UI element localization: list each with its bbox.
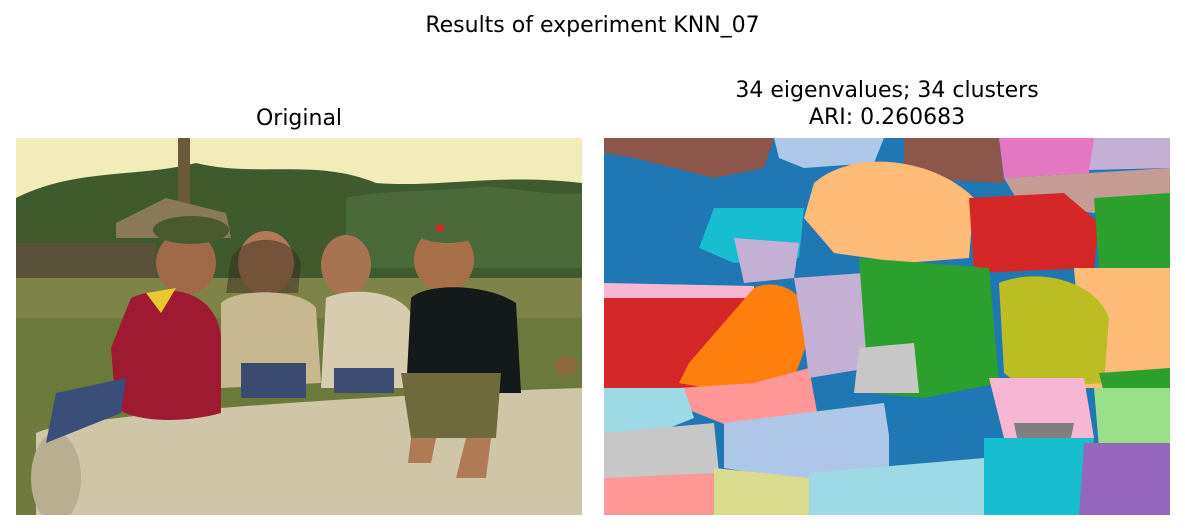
child2-hair [226, 239, 301, 293]
segment-light-gray-center [854, 343, 919, 393]
segment-red-right [969, 193, 1099, 273]
child1-jacket [111, 290, 221, 420]
child4-cap-star [436, 224, 444, 232]
dog [554, 356, 578, 376]
segment-pink-lower [679, 368, 819, 428]
segment-pink-bottom-left [604, 473, 719, 515]
segment-light-blue-bottom [724, 403, 894, 483]
segmentation-map [604, 138, 1170, 515]
figure-suptitle: Results of experiment KNN_07 [425, 13, 760, 38]
segment-olive [999, 276, 1109, 388]
child3-shirt [321, 291, 411, 388]
child1-collar [146, 288, 176, 313]
child3-face [321, 235, 371, 295]
child1-legs [46, 378, 126, 443]
segment-purple-bottom [1079, 443, 1170, 515]
segmentation-image [604, 138, 1170, 515]
segment-orange-jacket [679, 284, 810, 393]
original-photo-illustration [16, 138, 582, 515]
segment-light-pink-strip [604, 283, 754, 298]
segment-lavender-top [1089, 138, 1170, 170]
child4-cap [412, 213, 484, 243]
segment-blue-lower [889, 403, 989, 468]
segment-light-green [1094, 388, 1170, 448]
child4-jacket [406, 287, 521, 393]
segment-magenta [999, 138, 1094, 178]
segmentation-title-line1: 34 eigenvalues; 34 clusters [735, 78, 1039, 103]
pipe-end [31, 433, 81, 515]
segment-light-orange-center [804, 161, 974, 263]
child2-pants [241, 363, 306, 398]
segment-light-blue-top [774, 138, 884, 168]
segment-brown-left [604, 138, 774, 178]
segment-khaki-bottom [714, 468, 809, 515]
segment-light-cyan-bottom [809, 458, 989, 515]
original-panel-title: Original [255, 106, 343, 131]
segment-lavender-body [794, 273, 869, 378]
fence [16, 243, 156, 283]
child1-cap [153, 216, 229, 244]
segment-lavender-face [734, 238, 799, 283]
segmentation-title-line2: ARI: 0.260683 [808, 105, 966, 130]
child4-pants [401, 373, 501, 438]
segment-light-cyan-left [604, 388, 694, 438]
segment-green-right [1094, 193, 1170, 268]
child1-face [156, 231, 216, 295]
child3-pants [334, 368, 394, 393]
segment-green-strip [1099, 368, 1170, 393]
segment-cyan-bottom [984, 438, 1094, 515]
child4-leg-right [456, 438, 491, 478]
child4-face [414, 228, 474, 292]
segmentation-panel-title: 34 eigenvalues; 34 clusters ARI: 0.26068… [604, 77, 1170, 131]
segment-light-gray-lower [604, 423, 719, 483]
original-image [16, 138, 582, 515]
child4-leg-left [408, 438, 436, 463]
